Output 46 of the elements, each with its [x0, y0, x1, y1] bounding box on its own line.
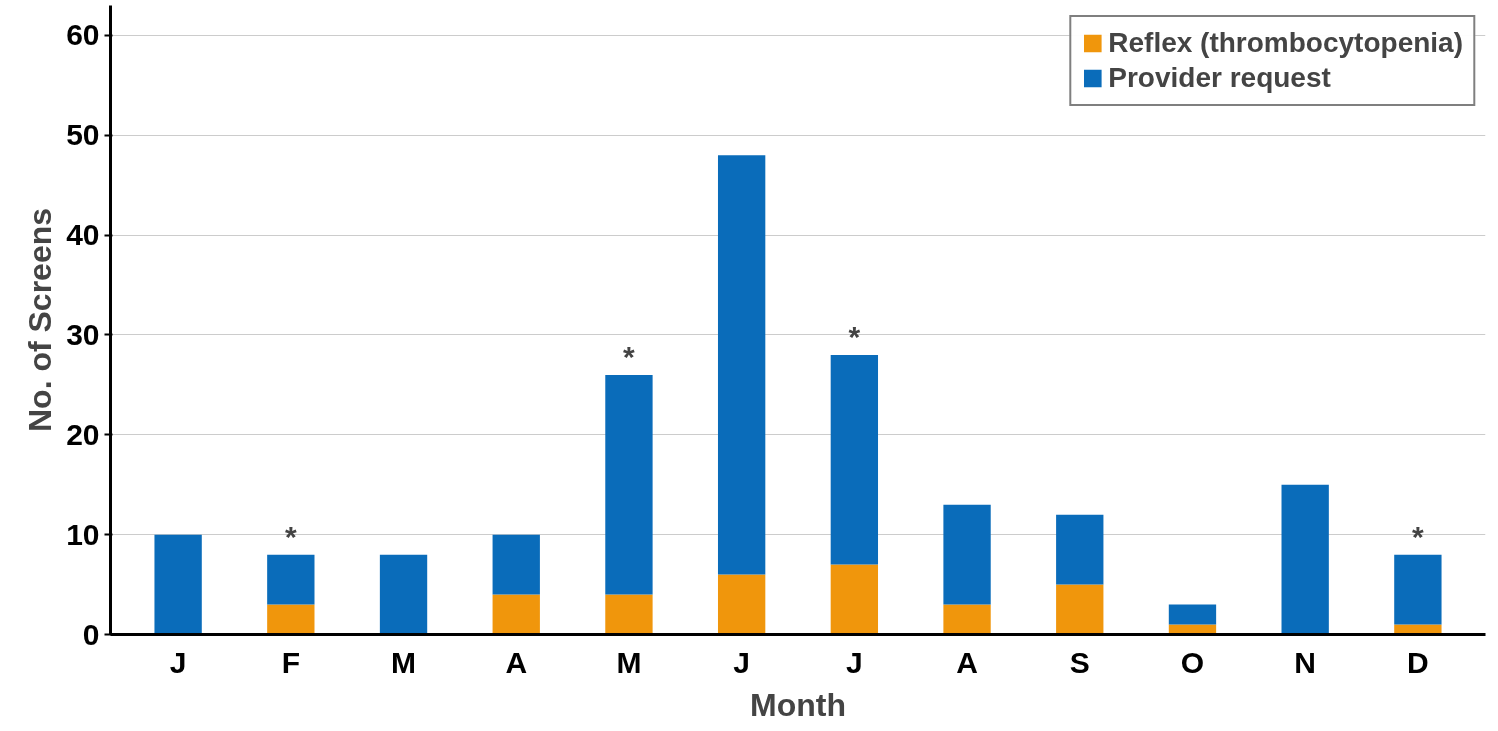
y-tick-label: 10 — [66, 517, 100, 551]
bar — [943, 504, 991, 605]
x-tick-label: A — [956, 645, 978, 679]
bar — [830, 564, 879, 635]
y-tick-label: 0 — [82, 617, 100, 651]
x-tick-label: S — [1069, 645, 1090, 679]
legend-label: Reflex (thrombocytopenia) — [1108, 27, 1463, 59]
x-tick-label: M — [616, 645, 642, 679]
x-tick-label: J — [169, 645, 187, 679]
x-tick-label: F — [281, 645, 300, 679]
data-label: * — [623, 339, 636, 373]
y-tick-label: 50 — [66, 118, 100, 152]
x-tick-label: M — [391, 645, 417, 679]
bar — [492, 534, 540, 595]
x-tick-label: J — [846, 645, 863, 679]
x-tick-label: O — [1180, 645, 1205, 679]
y-tick-label: 60 — [66, 18, 100, 52]
data-label: * — [1412, 519, 1425, 553]
bar — [1168, 604, 1217, 625]
x-tick-label: N — [1294, 645, 1317, 679]
bar — [267, 554, 315, 605]
bar — [717, 155, 766, 575]
data-label: * — [284, 519, 297, 553]
x-tick-label: J — [733, 645, 750, 679]
bar — [605, 594, 653, 635]
bar — [492, 594, 540, 635]
bar — [943, 604, 991, 635]
bar — [830, 354, 879, 565]
bar — [154, 534, 202, 635]
bar — [1281, 484, 1329, 635]
bar — [379, 554, 428, 635]
y-axis-title: No. of Screens — [22, 207, 59, 433]
x-axis-title: Month — [750, 686, 846, 723]
bar — [267, 604, 315, 635]
x-tick-label: A — [505, 645, 528, 679]
x-tick-label: D — [1407, 645, 1429, 679]
bar — [1056, 514, 1104, 585]
bar — [605, 374, 653, 595]
bar — [1056, 584, 1104, 635]
legend-label: Provider request — [1108, 62, 1331, 94]
y-tick-label: 20 — [66, 417, 100, 451]
data-label: * — [848, 319, 861, 353]
y-tick-label: 40 — [66, 218, 100, 252]
bar — [1394, 554, 1442, 625]
bar — [717, 574, 766, 635]
y-tick-label: 30 — [66, 317, 100, 351]
